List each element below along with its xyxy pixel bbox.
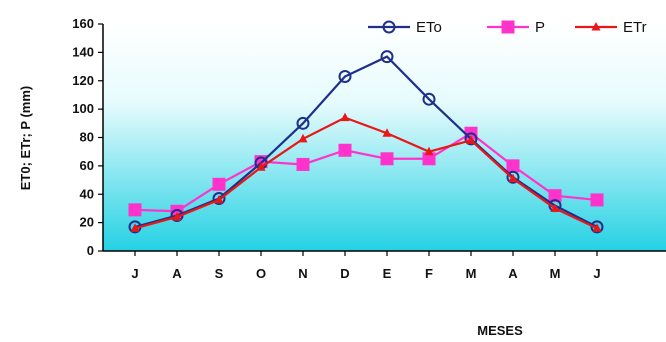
data-point-etr [592, 223, 602, 232]
series-line-eto [134, 55, 598, 228]
x-tick-label: J [593, 266, 600, 281]
data-point-etr [130, 223, 140, 232]
legend-label: P [535, 19, 545, 36]
data-point-etr [382, 128, 392, 137]
data-point-etr [424, 146, 434, 156]
legend-swatch-marker [591, 22, 601, 31]
legend-swatch-marker [501, 20, 515, 34]
x-tick-label: O [256, 266, 266, 281]
data-point-p [338, 143, 352, 157]
y-tick-label: 140 [72, 44, 94, 59]
data-point-etr [550, 203, 560, 212]
series-line-etr [134, 116, 598, 230]
data-point-p [506, 159, 520, 173]
series-etr [130, 112, 602, 232]
x-tick-label: M [550, 266, 561, 281]
data-point-etr [508, 173, 518, 183]
x-tick-label: N [298, 266, 307, 281]
x-tick-label: M [466, 266, 477, 281]
x-tick-label: J [131, 266, 138, 281]
axes: 0 20 40 60 80 100 120 140 160 J A S O N D E F M A M J [72, 16, 666, 281]
y-tick-label: 160 [72, 16, 94, 31]
series-layer [128, 50, 604, 234]
y-tick-label: 60 [80, 158, 94, 173]
data-point-p [380, 152, 394, 166]
legend-item-etr: ETr [575, 19, 647, 36]
data-point-etr [298, 133, 308, 143]
legend-swatch-marker [382, 20, 396, 34]
y-tick-label: 40 [80, 186, 94, 201]
data-point-etr [172, 211, 182, 221]
legend: ETo P ETr [368, 19, 647, 36]
y-tick-label: 0 [87, 243, 94, 258]
y-tick-label: 20 [80, 215, 94, 230]
data-point-etr [256, 162, 266, 171]
data-point-eto [212, 192, 226, 206]
data-point-p [296, 157, 310, 171]
data-point-p [128, 203, 142, 217]
data-point-p [212, 177, 226, 191]
y-tick-label: 80 [80, 130, 94, 145]
legend-label: ETr [623, 19, 647, 36]
legend-label: ETo [416, 19, 442, 36]
x-tick-label: A [508, 266, 518, 281]
data-point-p [422, 152, 436, 166]
x-tick-label: A [172, 266, 182, 281]
data-point-etr [340, 112, 350, 122]
x-tick-label: E [383, 266, 392, 281]
data-point-eto [338, 69, 352, 83]
x-tick-label: D [340, 266, 349, 281]
data-point-eto [422, 92, 436, 106]
legend-item-eto: ETo [368, 19, 442, 36]
data-point-eto [296, 116, 310, 130]
x-axis-title: MESES [477, 323, 523, 338]
x-tick-label: S [215, 266, 224, 281]
data-point-p [548, 189, 562, 203]
x-tick-label: F [425, 266, 433, 281]
data-point-etr [466, 135, 476, 144]
y-axis-title: ET0; ETr; P (mm) [18, 86, 33, 191]
y-tick-label: 120 [72, 73, 94, 88]
data-point-eto [380, 50, 394, 64]
data-point-eto [506, 170, 520, 184]
y-tick-label: 100 [72, 101, 94, 116]
data-point-etr [214, 194, 224, 204]
legend-item-p: P [487, 19, 545, 36]
data-point-eto [464, 132, 478, 146]
data-point-p [590, 193, 604, 207]
series-line-p [134, 131, 598, 213]
